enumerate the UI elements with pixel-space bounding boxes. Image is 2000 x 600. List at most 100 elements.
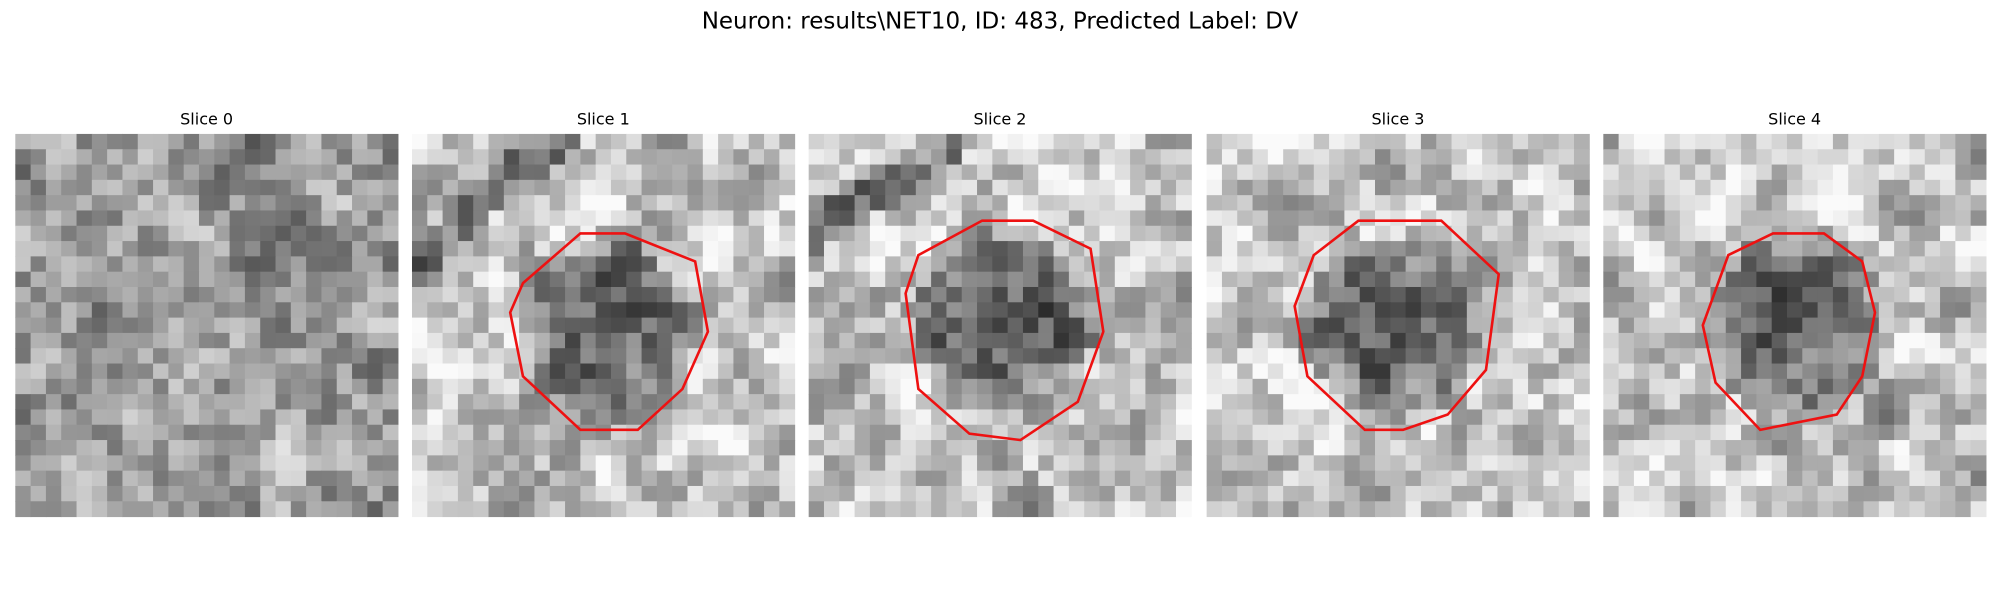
pixel: [91, 149, 108, 166]
pixel: [1894, 241, 1910, 257]
pixel: [1543, 455, 1560, 472]
pixel: [91, 286, 108, 303]
pixel: [1329, 317, 1345, 334]
pixel: [198, 286, 215, 303]
pixel: [1022, 470, 1039, 487]
pixel: [153, 179, 169, 196]
pixel: [1543, 348, 1560, 365]
pixel: [1114, 378, 1131, 395]
pixel: [1695, 485, 1711, 502]
pixel: [1649, 409, 1666, 426]
figure-title: Neuron: results\NET10, ID: 483, Predicte…: [702, 9, 1299, 35]
pixel: [1298, 501, 1315, 518]
pixel: [1618, 241, 1635, 257]
pixel: [1786, 302, 1803, 319]
pixel: [1679, 440, 1696, 456]
pixel: [595, 149, 612, 166]
pixel: [977, 409, 993, 426]
pixel: [641, 485, 658, 502]
pixel: [1267, 241, 1284, 257]
pixel: [321, 302, 338, 319]
pixel: [1237, 470, 1254, 487]
pixel: [672, 210, 688, 227]
pixel: [1466, 271, 1483, 288]
pixel: [1329, 470, 1345, 487]
pixel: [1084, 210, 1100, 227]
pixel: [1909, 179, 1926, 196]
pixel: [854, 133, 871, 150]
pixel: [1130, 424, 1146, 441]
pixel: [549, 485, 566, 502]
pixel: [1084, 149, 1100, 166]
pixel: [1084, 179, 1100, 196]
pixel: [687, 195, 704, 211]
pixel: [1313, 302, 1330, 319]
pixel: [290, 378, 307, 395]
pixel: [1528, 409, 1544, 426]
pixel: [352, 286, 368, 303]
pixel: [610, 164, 627, 181]
pixel: [382, 256, 399, 273]
pixel: [1344, 133, 1361, 150]
pixel: [1160, 225, 1177, 242]
pixel: [1802, 133, 1819, 150]
pixel: [779, 409, 796, 426]
pixel: [45, 210, 62, 227]
pixel: [1970, 317, 1987, 334]
pixel: [1832, 133, 1849, 150]
pixel: [1725, 332, 1742, 349]
pixel: [275, 455, 292, 472]
pixel: [1237, 133, 1254, 150]
pixel: [946, 286, 963, 303]
pixel: [168, 424, 185, 441]
pixel: [1130, 409, 1146, 426]
pixel: [244, 378, 261, 395]
pixel: [1802, 363, 1819, 380]
pixel: [1679, 470, 1696, 487]
pixel: [610, 286, 627, 303]
pixel: [1786, 485, 1803, 502]
pixel: [1603, 225, 1620, 242]
pixel: [1099, 424, 1116, 441]
pixel: [580, 256, 597, 273]
pixel: [672, 133, 688, 150]
pixel: [1543, 317, 1560, 334]
pixel: [1786, 164, 1803, 181]
pixel: [275, 164, 292, 181]
pixel: [1375, 470, 1391, 487]
pixel: [473, 501, 490, 518]
pixel: [1695, 424, 1711, 441]
pixel: [992, 149, 1009, 166]
pixel: [457, 378, 474, 395]
pixel: [1558, 286, 1575, 303]
pixel: [1649, 394, 1666, 410]
pixel: [808, 286, 825, 303]
pixel: [442, 348, 459, 365]
pixel: [45, 470, 62, 487]
pixel: [122, 332, 139, 349]
pixel: [275, 271, 292, 288]
pixel: [183, 241, 200, 257]
pixel: [1084, 332, 1100, 349]
pixel: [1756, 271, 1773, 288]
pixel: [76, 271, 93, 288]
pixel: [1267, 363, 1284, 380]
pixel: [992, 363, 1009, 380]
pixel: [915, 225, 932, 242]
pixel: [1863, 409, 1880, 426]
pixel: [1267, 225, 1284, 242]
pixel: [565, 440, 581, 456]
pixel: [931, 424, 947, 441]
pixel: [168, 378, 185, 395]
pixel: [1390, 164, 1407, 181]
pixel: [107, 348, 123, 365]
pixel: [1725, 348, 1742, 365]
pixel: [1344, 164, 1361, 181]
pixel: [1528, 378, 1544, 395]
pixel: [1420, 179, 1437, 196]
pixel: [275, 501, 292, 518]
pixel: [153, 241, 169, 257]
pixel: [1878, 332, 1895, 349]
pixel: [946, 332, 963, 349]
pixel: [1344, 470, 1361, 487]
